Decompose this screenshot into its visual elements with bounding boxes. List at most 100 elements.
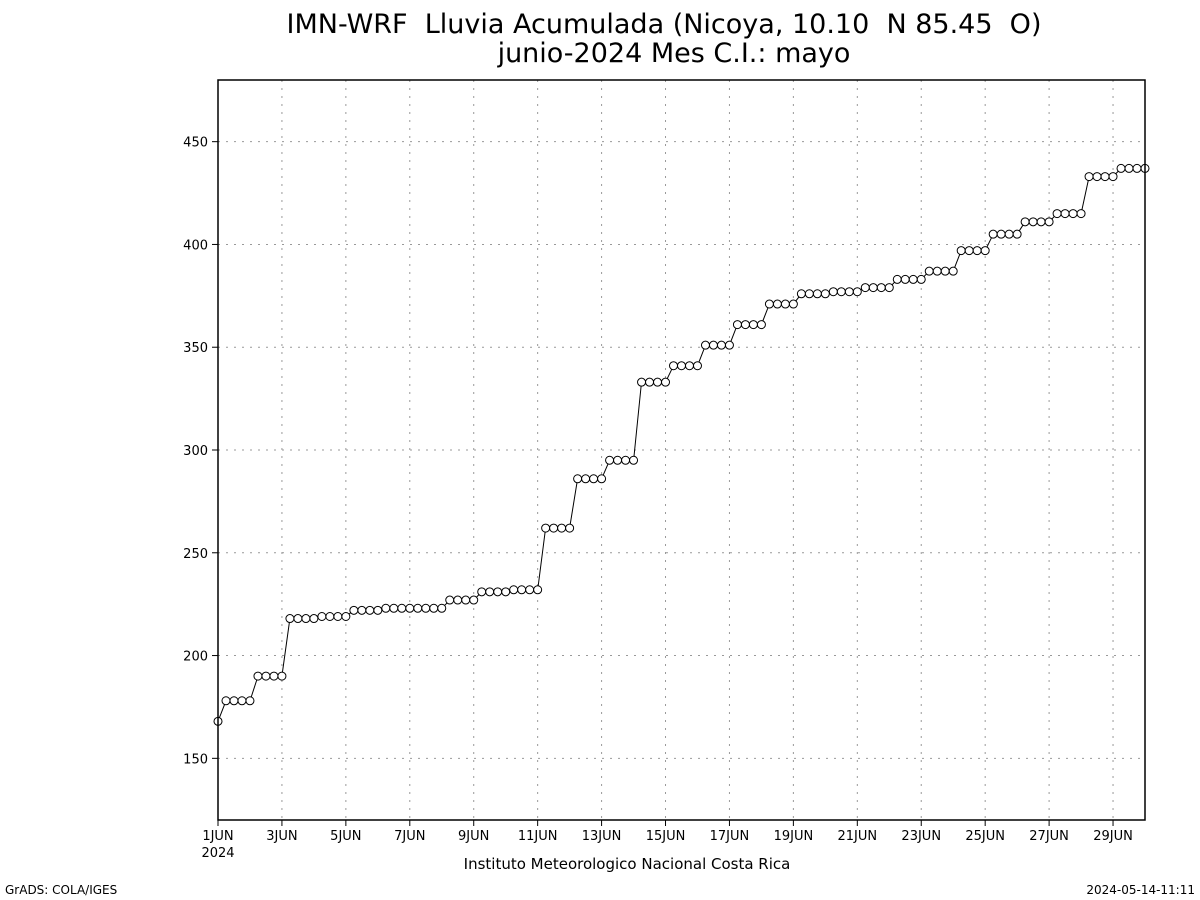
series-line — [217, 167, 1145, 722]
xtick-year-label: 2024 — [201, 846, 234, 861]
data-point-marker — [349, 605, 359, 615]
data-point-marker — [1092, 172, 1102, 182]
chart-title: IMN-WRF Lluvia Acumulada (Nicoya, 10.10 … — [287, 9, 1042, 40]
data-point-marker — [1012, 229, 1022, 239]
data-point-marker — [229, 696, 239, 706]
data-point-marker — [373, 605, 383, 615]
data-point-marker — [884, 283, 894, 293]
series-rain-accumulation — [213, 163, 1150, 726]
data-point-marker — [549, 523, 559, 533]
data-point-marker — [261, 671, 271, 681]
data-point-marker — [621, 455, 631, 465]
x-tick-label: 25JUN — [965, 829, 1005, 844]
data-point-marker — [277, 671, 287, 681]
x-tick-label: 5JUN — [330, 829, 361, 844]
data-point-marker — [948, 266, 958, 276]
grid-lines — [218, 80, 1145, 820]
data-point-marker — [1044, 217, 1054, 227]
data-point-marker — [589, 474, 599, 484]
axis-ticks: 150 200 250 300 350 400 450 1JUN 3JUN 5JUN 7JUN 9JU… — [183, 136, 1133, 844]
x-tick-label: 19JUN — [774, 829, 814, 844]
data-point-marker — [756, 320, 766, 330]
data-point-marker — [421, 603, 431, 613]
data-point-marker — [285, 614, 295, 624]
x-tick-label: 1JUN — [202, 829, 233, 844]
data-point-marker — [940, 266, 950, 276]
x-tick-label: 21JUN — [837, 829, 877, 844]
data-point-marker — [788, 299, 798, 309]
data-point-marker — [669, 361, 679, 371]
x-tick-label: 11JUN — [518, 829, 558, 844]
data-point-marker — [237, 696, 247, 706]
data-point-marker — [677, 361, 686, 371]
data-point-marker — [972, 246, 982, 256]
x-tick-label: 9JUN — [458, 829, 489, 844]
data-point-marker — [293, 614, 303, 624]
data-point-marker — [253, 671, 263, 681]
data-point-marker — [988, 229, 998, 239]
x-tick-label: 13JUN — [582, 829, 622, 844]
data-point-marker — [1076, 209, 1086, 219]
data-point-marker — [956, 246, 966, 256]
data-point-marker — [1004, 229, 1014, 239]
data-point-marker — [924, 266, 934, 276]
data-point-marker — [605, 455, 615, 465]
data-point-marker — [397, 603, 407, 613]
data-point-marker — [908, 274, 918, 284]
data-point-marker — [429, 603, 439, 613]
data-point-marker — [445, 595, 455, 605]
data-point-marker — [509, 585, 519, 595]
y-tick-label: 150 — [183, 752, 208, 767]
data-point-marker — [892, 274, 902, 284]
data-point-marker — [692, 361, 702, 371]
x-tick-label: 7JUN — [394, 829, 425, 844]
data-point-marker — [517, 585, 527, 595]
data-point-marker — [1052, 209, 1062, 219]
data-point-marker — [1028, 217, 1038, 227]
data-point-marker — [860, 283, 870, 293]
data-point-marker — [525, 585, 535, 595]
y-tick-label: 400 — [183, 238, 208, 253]
data-point-marker — [1100, 172, 1110, 182]
data-point-marker — [661, 377, 671, 387]
y-tick-label: 200 — [183, 650, 208, 665]
data-point-marker — [485, 587, 495, 597]
data-point-marker — [333, 612, 343, 621]
data-point-marker — [748, 320, 758, 330]
data-point-marker — [653, 377, 663, 387]
x-tick-label: 17JUN — [710, 829, 750, 844]
data-point-marker — [780, 299, 790, 309]
data-point-marker — [1068, 209, 1078, 219]
data-point-marker — [1036, 217, 1046, 227]
data-point-marker — [309, 614, 319, 624]
x-tick-label: 3JUN — [266, 829, 297, 844]
y-tick-label: 450 — [183, 136, 208, 151]
data-point-marker — [828, 287, 838, 297]
data-point-marker — [732, 320, 742, 330]
x-tick-label: 27JUN — [1029, 829, 1069, 844]
data-point-marker — [341, 612, 351, 621]
data-point-marker — [724, 340, 734, 350]
data-point-marker — [964, 246, 974, 256]
data-point-marker — [684, 361, 694, 371]
data-point-marker — [637, 377, 647, 387]
data-point-marker — [581, 474, 591, 484]
data-point-marker — [365, 605, 375, 615]
data-point-marker — [916, 274, 926, 284]
data-point-marker — [1084, 172, 1094, 182]
data-point-marker — [629, 455, 639, 465]
data-point-marker — [565, 523, 575, 533]
data-point-marker — [317, 612, 327, 621]
data-point-marker — [357, 605, 367, 615]
data-point-marker — [597, 474, 607, 484]
data-point-marker — [269, 671, 279, 681]
credit-label: Instituto Meteorologico Nacional Costa R… — [464, 855, 791, 873]
x-tick-label: 23JUN — [901, 829, 941, 844]
data-point-marker — [740, 320, 750, 330]
data-point-marker — [844, 287, 854, 297]
timestamp-label: 2024-05-14-11:11 — [1086, 883, 1195, 897]
data-point-marker — [557, 523, 567, 533]
data-point-marker — [900, 274, 910, 284]
data-point-marker — [301, 614, 311, 624]
